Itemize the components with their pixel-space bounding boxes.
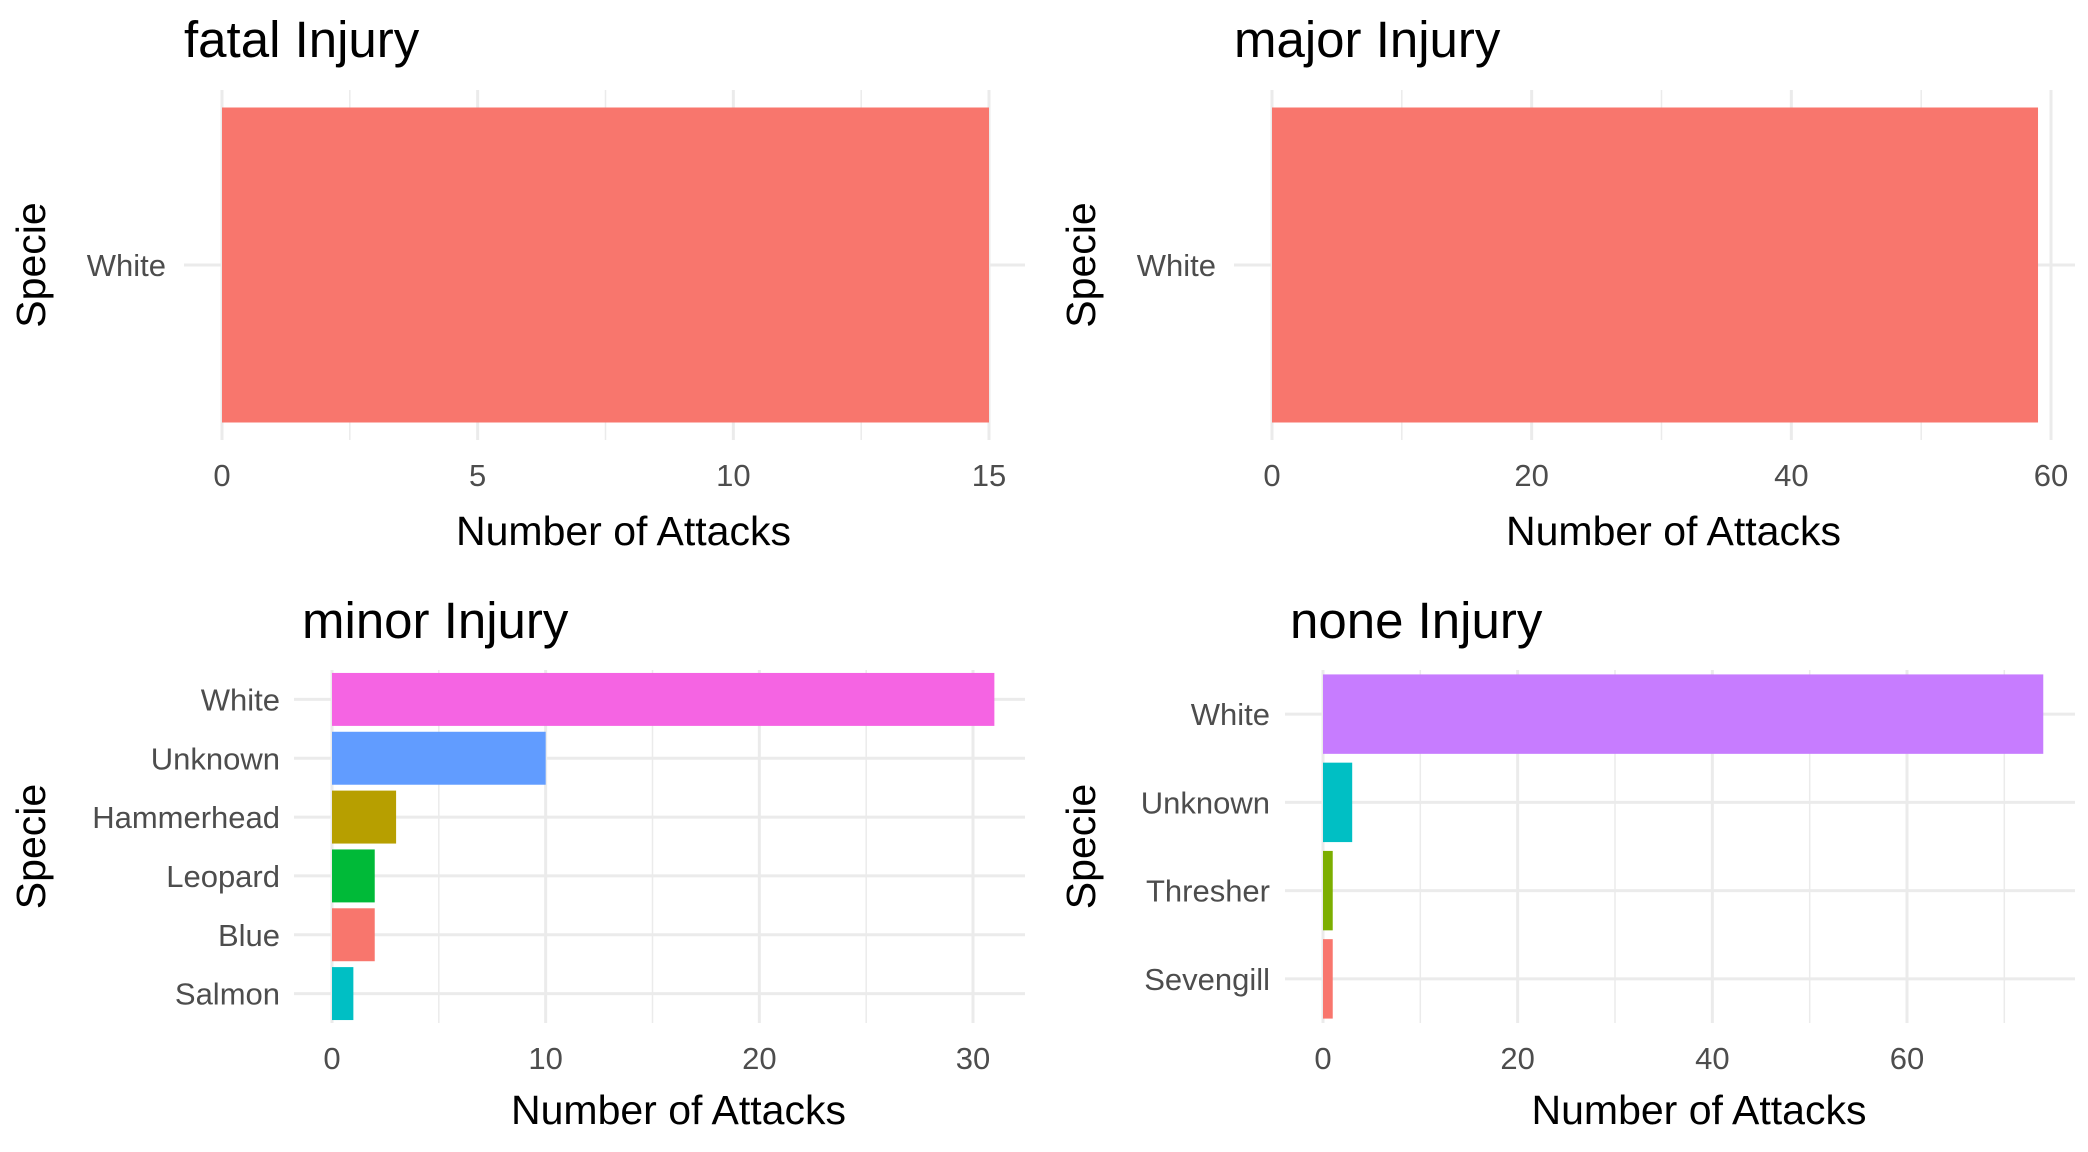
x-tick-label: 10 (528, 1041, 562, 1076)
panel-title: major Injury (1234, 11, 1501, 68)
x-tick-label: 0 (1263, 458, 1280, 493)
y-tick-label: Salmon (175, 977, 280, 1012)
panel-4: White Unknown Thresher Sevengill 0 20 40 60 none… (1058, 592, 2075, 1133)
bar-hammerhead (332, 790, 397, 844)
x-tick-label: 0 (213, 458, 230, 493)
y-tick-label: Unknown (151, 741, 280, 776)
y-tick-label: Unknown (1141, 785, 1270, 820)
x-tick-label: 60 (1890, 1041, 1924, 1076)
panel-2: White 0 20 40 60 major Injury Number of Attack… (1058, 11, 2075, 554)
panel-3: White Unknown Hammerhead Leopard Blue Salmon 0… (8, 592, 1025, 1133)
x-tick-label: 20 (1514, 458, 1548, 493)
x-tick-label: 40 (1695, 1041, 1729, 1076)
x-tick-label: 5 (469, 458, 486, 493)
y-axis-title: Specie (8, 202, 54, 327)
bar-white (332, 672, 995, 726)
y-tick-label: White (1137, 248, 1216, 283)
x-axis-title: Number of Attacks (511, 1087, 846, 1133)
x-axis-title: Number of Attacks (1506, 508, 1841, 554)
x-tick-label: 10 (716, 458, 750, 493)
y-axis-title: Specie (1058, 202, 1104, 327)
bar-white (222, 107, 989, 423)
x-tick-label: 30 (956, 1041, 990, 1076)
panel-title: fatal Injury (184, 11, 420, 68)
x-tick-label: 0 (1314, 1041, 1331, 1076)
bar-blue (332, 908, 375, 962)
x-tick-label: 60 (2034, 458, 2068, 493)
x-tick-label: 15 (972, 458, 1006, 493)
panel-title: minor Injury (302, 592, 569, 649)
bar-leopard (332, 849, 375, 903)
x-axis-title: Number of Attacks (1532, 1087, 1867, 1133)
bar-unknown (1323, 762, 1353, 843)
x-axis-title: Number of Attacks (456, 508, 791, 554)
bar-white (1272, 107, 2039, 423)
x-tick-label: 0 (323, 1041, 340, 1076)
y-tick-label: Blue (218, 918, 280, 953)
y-axis-title: Specie (1058, 784, 1104, 909)
y-tick-label: White (1191, 697, 1270, 732)
bar-salmon (332, 967, 354, 1021)
y-tick-label: White (87, 248, 166, 283)
y-tick-label: Leopard (166, 859, 280, 894)
bar-sevengill (1323, 939, 1333, 1019)
y-tick-label: Hammerhead (92, 800, 280, 835)
x-tick-label: 20 (1500, 1041, 1534, 1076)
y-axis-title: Specie (8, 784, 54, 909)
bar-white (1323, 674, 2044, 754)
bar-unknown (332, 731, 546, 785)
y-tick-label: Sevengill (1144, 962, 1270, 997)
y-tick-label: Thresher (1146, 874, 1270, 909)
panel-title: none Injury (1290, 592, 1543, 649)
y-tick-label: White (201, 682, 280, 717)
x-tick-label: 20 (742, 1041, 776, 1076)
x-tick-label: 40 (1774, 458, 1808, 493)
panel-1: White 0 5 10 15 fatal Injury Number of Attacks… (8, 11, 1025, 554)
bar-thresher (1323, 850, 1333, 931)
